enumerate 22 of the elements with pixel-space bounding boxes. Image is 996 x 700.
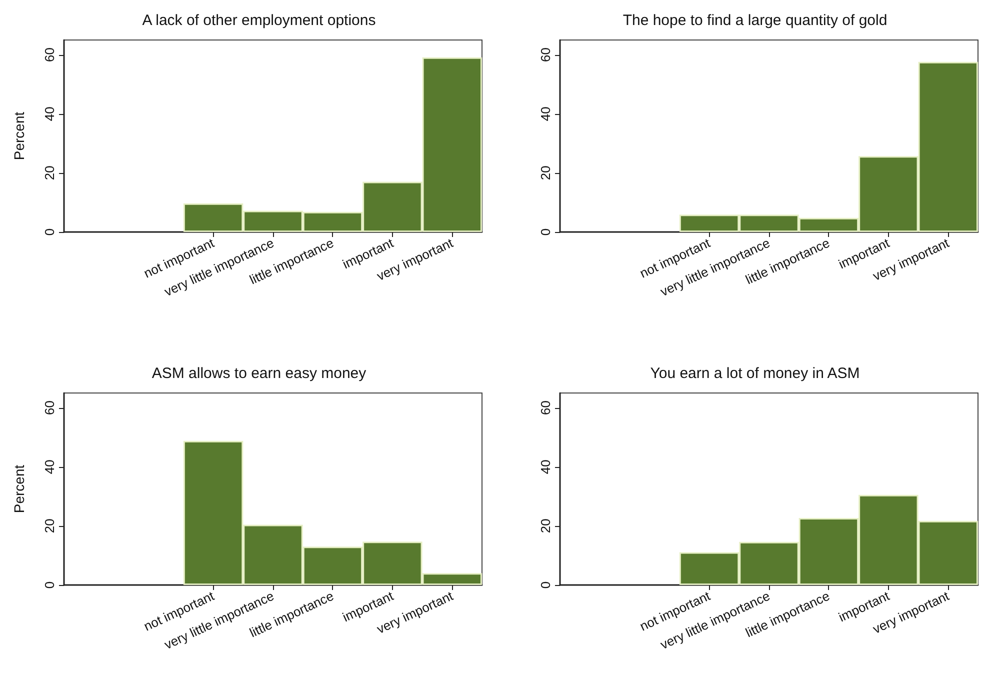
y-tick-label: 60 <box>538 48 553 62</box>
y-tick-label: 60 <box>42 48 57 62</box>
y-tick-label: 20 <box>42 518 57 534</box>
y-tick-label: 20 <box>538 166 553 180</box>
chart-title: ASM allows to earn easy money <box>152 365 367 382</box>
chart-title: A lack of other employment options <box>142 12 376 29</box>
chart-title: You earn a lot of money in ASM <box>650 365 860 382</box>
y-tick-label: 60 <box>42 400 57 416</box>
y-axis-title: Percent <box>11 464 27 514</box>
y-tick-label: 40 <box>42 106 57 122</box>
y-tick-label: 20 <box>42 166 57 180</box>
y-tick-label: 40 <box>42 460 57 474</box>
y-tick-label: 40 <box>538 106 553 122</box>
y-tick-label: 60 <box>538 400 553 416</box>
y-tick-label: 20 <box>538 518 553 534</box>
y-axis-title: Percent <box>11 112 27 160</box>
y-tick-label: 0 <box>42 228 57 236</box>
y-tick-label: 0 <box>42 581 57 589</box>
y-tick-label: 40 <box>538 460 553 474</box>
y-tick-label: 0 <box>538 228 553 236</box>
y-tick-label: 0 <box>538 581 553 589</box>
chart-title: The hope to find a large quantity of gold <box>622 12 888 29</box>
